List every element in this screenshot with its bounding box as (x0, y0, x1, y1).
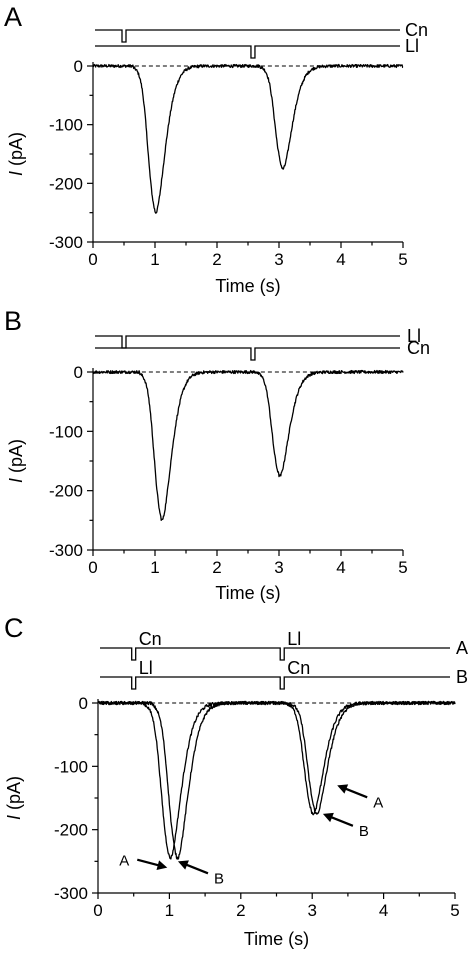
x-tick-label: 0 (88, 250, 97, 269)
x-tick-label: 5 (398, 558, 407, 577)
y-tick-label: -200 (54, 821, 88, 840)
y-tick-label: -100 (49, 422, 83, 441)
y-axis-title-unit: (pA) (6, 439, 26, 478)
y-axis-title: I (pA) (4, 776, 24, 820)
y-tick-label: -100 (49, 116, 83, 135)
x-tick-label: 5 (450, 901, 459, 920)
stimulus-row-label: B (456, 667, 468, 687)
y-tick-label: -200 (49, 482, 83, 501)
stimulus-trace (95, 45, 400, 59)
x-tick-label: 4 (336, 558, 345, 577)
stimulus-label: Cn (407, 338, 430, 358)
stimulus-trace (95, 347, 400, 361)
y-tick-label: -300 (54, 884, 88, 903)
x-axis-title: Time (s) (215, 276, 280, 296)
panel-c: C A Cn Ll B Ll Cn 0 1 2 3 4 5 0 -100 -200 -300 Time (s) I … (4, 613, 468, 949)
stimulus-label: Cn (405, 20, 428, 40)
pulse-label: Ll (139, 658, 153, 678)
y-axis-title-symbol: I (6, 478, 26, 483)
x-tick-label: 2 (236, 901, 245, 920)
current-trace-a (97, 700, 456, 860)
trace-annotation: A (119, 853, 168, 870)
x-tick-label: 1 (150, 558, 159, 577)
stimulus-label: Ll (407, 326, 421, 346)
x-axis-title: Time (s) (215, 583, 280, 603)
stimulus-line: Cn (95, 338, 430, 361)
annotation-arrow (344, 787, 368, 799)
annotation-label: B (359, 823, 369, 840)
x-tick-label: 3 (274, 558, 283, 577)
y-axis-title-unit: (pA) (4, 776, 24, 815)
annotation-arrowhead (337, 784, 349, 794)
panel-letter: C (4, 613, 24, 643)
current-trace-b (97, 700, 456, 860)
y-axis-title: I (pA) (6, 439, 26, 483)
current-trace (92, 63, 404, 214)
annotation-arrowhead (177, 860, 189, 870)
annotation-arrow (136, 858, 160, 867)
y-tick-label: -100 (54, 757, 88, 776)
y-axis-title: I (pA) (6, 132, 26, 176)
y-tick-label: 0 (74, 363, 83, 382)
panel-letter: B (4, 306, 22, 336)
x-axis-title: Time (s) (244, 929, 309, 949)
stimulus-line: Ll (95, 36, 419, 59)
x-tick-label: 1 (150, 250, 159, 269)
annotation-label: A (119, 853, 129, 870)
x-tick-label: 3 (274, 250, 283, 269)
x-tick-label: 0 (93, 901, 102, 920)
annotation-arrow (329, 815, 354, 827)
y-tick-label: -200 (49, 174, 83, 193)
annotation-arrowhead (156, 860, 168, 870)
stimulus-row-label: A (456, 638, 468, 658)
y-tick-label: -300 (49, 541, 83, 560)
y-axis-title-symbol: I (6, 171, 26, 176)
annotation-arrow (184, 863, 209, 875)
annotation-label: B (214, 870, 224, 887)
annotation-arrowhead (322, 812, 334, 823)
panel-letter: A (4, 2, 22, 32)
y-tick-label: 0 (74, 57, 83, 76)
x-tick-label: 2 (212, 558, 221, 577)
pulse-label: Ll (287, 629, 301, 649)
stimulus-line: B Ll Cn (100, 658, 468, 690)
pulse-label: Cn (287, 658, 310, 678)
pulse-label: Cn (139, 629, 162, 649)
stimulus-trace (95, 29, 400, 43)
trace-annotation: B (322, 812, 369, 840)
stimulus-trace (95, 335, 400, 349)
y-axis-title-symbol: I (4, 815, 24, 820)
stimulus-label: Ll (405, 36, 419, 56)
y-axis-title-unit: (pA) (6, 132, 26, 171)
x-tick-label: 3 (307, 901, 316, 920)
stimulus-line: Cn (95, 20, 428, 43)
x-tick-label: 4 (379, 901, 388, 920)
x-tick-label: 2 (212, 250, 221, 269)
trace-annotation: B (177, 860, 224, 887)
trace-annotation: A (337, 784, 383, 811)
current-trace (92, 369, 404, 521)
x-tick-label: 5 (398, 250, 407, 269)
x-tick-label: 1 (165, 901, 174, 920)
stimulus-line: A Cn Ll (100, 629, 468, 661)
stimulus-trace (100, 647, 450, 661)
annotation-label: A (373, 794, 383, 811)
y-tick-label: 0 (79, 694, 88, 713)
x-tick-label: 0 (88, 558, 97, 577)
stimulus-trace (100, 676, 450, 690)
x-tick-label: 4 (336, 250, 345, 269)
stimulus-line: Ll (95, 326, 421, 349)
y-tick-label: -300 (49, 233, 83, 252)
